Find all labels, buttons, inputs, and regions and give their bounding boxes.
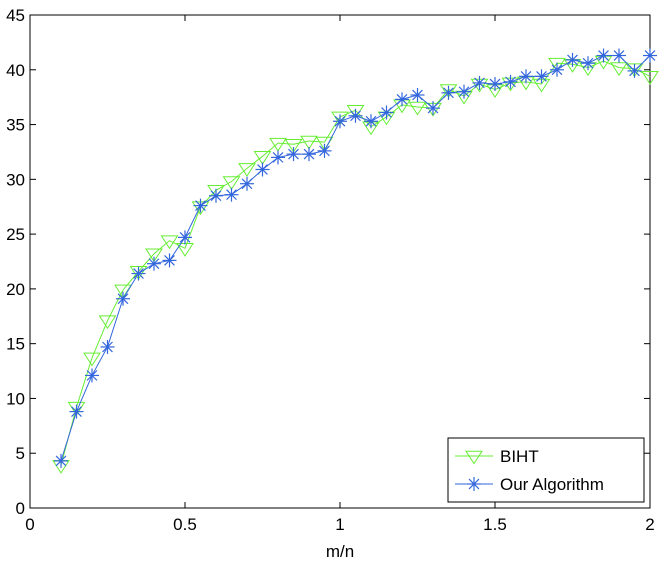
legend-entry: Our Algorithm	[455, 475, 604, 494]
data-point	[83, 352, 101, 367]
data-point	[641, 71, 659, 85]
legend-marker	[467, 477, 481, 491]
y-tick-label: 10	[6, 389, 25, 408]
data-point	[565, 52, 580, 67]
series-our-algorithm	[54, 48, 657, 468]
data-point	[331, 111, 349, 126]
data-point	[271, 150, 285, 165]
data-point	[284, 138, 303, 153]
data-point	[408, 101, 427, 116]
data-point	[69, 404, 84, 419]
data-point	[145, 248, 163, 263]
data-point	[253, 151, 272, 165]
data-point	[534, 69, 549, 84]
data-point	[550, 62, 564, 77]
data-point	[426, 101, 440, 116]
data-point	[627, 63, 642, 78]
y-tick-label: 40	[6, 61, 25, 80]
data-point	[300, 135, 318, 150]
data-point	[67, 401, 86, 416]
x-tick-label: 2	[645, 515, 654, 534]
data-point	[348, 108, 363, 123]
data-point	[54, 453, 68, 468]
data-point	[503, 74, 518, 89]
x-axis-label: m/n	[326, 542, 354, 561]
data-point	[193, 198, 208, 213]
plot-area	[29, 14, 651, 509]
data-point	[472, 75, 487, 90]
y-tick-label: 30	[6, 170, 25, 189]
data-point	[238, 163, 256, 177]
y-tick-label: 20	[6, 280, 25, 299]
data-point	[116, 291, 130, 306]
data-point	[548, 57, 566, 72]
y-tick-label: 35	[6, 116, 25, 135]
x-tick-label: 0.5	[173, 515, 197, 534]
legend-label: Our Algorithm	[500, 475, 604, 494]
y-tick-label: 5	[16, 444, 25, 463]
data-point	[269, 137, 287, 152]
data-point	[612, 48, 626, 63]
data-point	[643, 48, 657, 63]
legend-entry: BIHT	[455, 447, 539, 466]
x-tick-label: 1.5	[483, 515, 507, 534]
x-tick-label: 0	[25, 515, 34, 534]
data-point	[162, 253, 177, 268]
data-point	[395, 92, 409, 107]
data-point	[317, 143, 332, 158]
data-point	[302, 147, 316, 162]
data-point	[255, 162, 270, 177]
y-tick-label: 25	[6, 225, 25, 244]
y-tick-label: 0	[16, 499, 25, 518]
legend-box	[447, 437, 645, 503]
data-point	[222, 176, 241, 191]
data-point	[581, 56, 595, 71]
data-point	[441, 85, 456, 100]
data-point	[333, 114, 347, 129]
data-point	[379, 105, 394, 120]
data-point	[364, 114, 378, 129]
data-point	[457, 84, 471, 99]
data-point	[519, 69, 533, 84]
data-point	[488, 77, 502, 92]
data-point	[224, 187, 239, 202]
data-point	[240, 176, 254, 191]
legend: BIHT Our Algorithm	[447, 437, 645, 503]
data-point	[131, 266, 146, 281]
series-layer	[52, 48, 659, 474]
legend-label: BIHT	[500, 447, 539, 466]
data-point	[596, 48, 611, 63]
data-point	[439, 84, 458, 99]
y-tick-label: 15	[6, 335, 25, 354]
data-point	[98, 315, 117, 330]
data-point	[410, 87, 425, 102]
data-point	[610, 62, 628, 77]
data-point	[85, 368, 99, 383]
data-point	[209, 188, 223, 203]
y-tick-label: 45	[6, 6, 25, 25]
data-point	[100, 339, 115, 354]
data-point	[286, 147, 301, 162]
legend-marker	[465, 450, 483, 465]
data-point	[178, 230, 192, 245]
data-point	[160, 235, 179, 250]
data-point	[147, 256, 161, 271]
x-tick-label: 1	[335, 515, 344, 534]
